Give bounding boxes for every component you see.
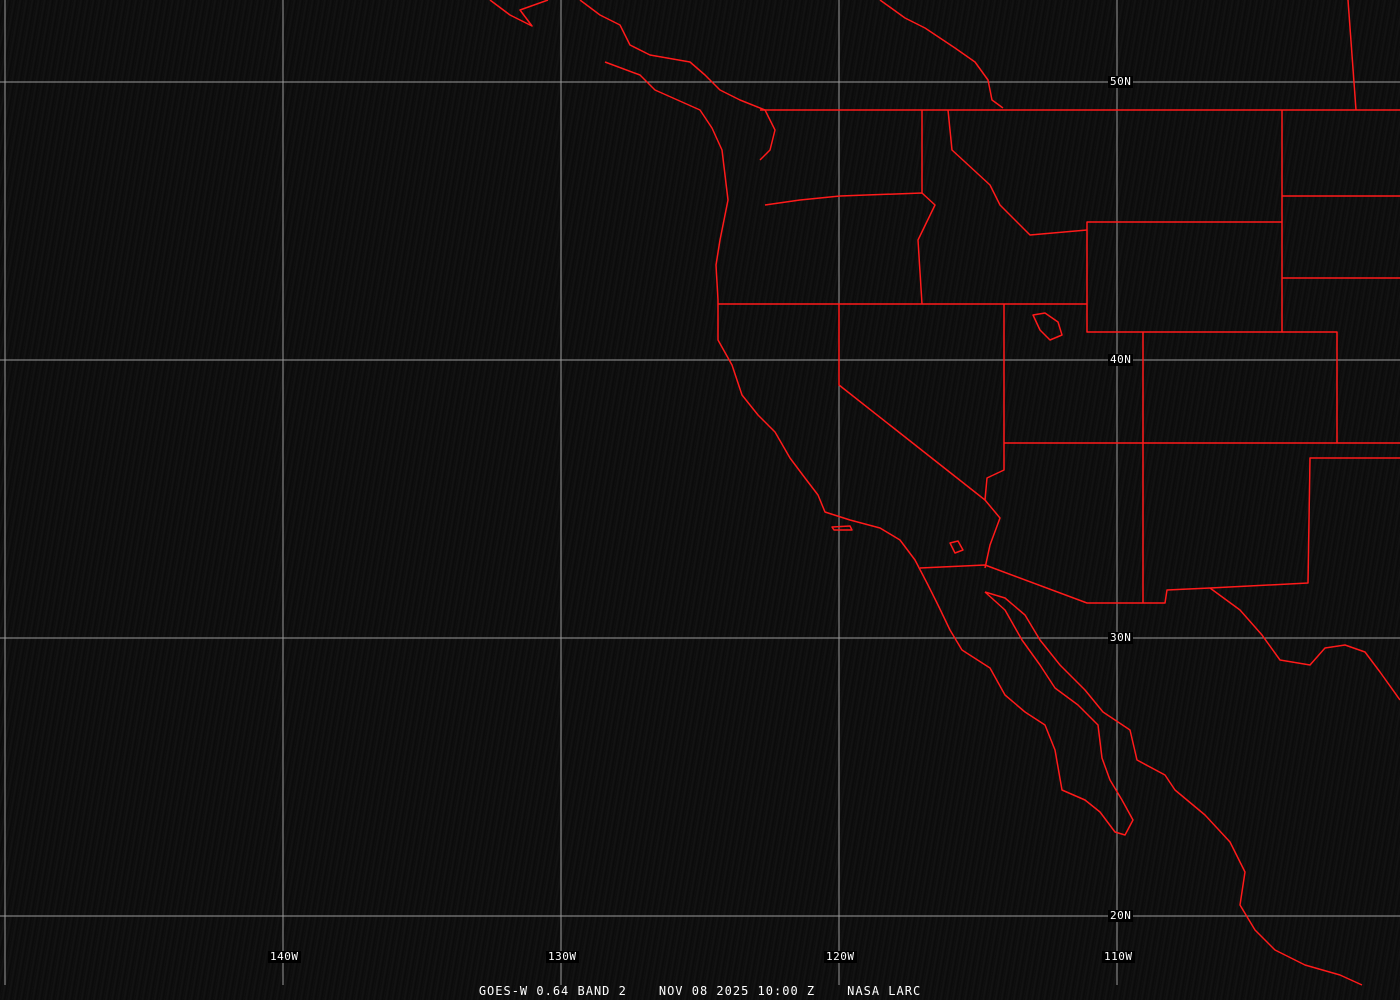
lat-label-50n: 50N xyxy=(1108,75,1134,88)
lon-label-110w: 110W xyxy=(1102,950,1135,963)
border-id-mt xyxy=(947,109,1088,236)
coastline-british-columbia xyxy=(489,0,549,27)
coastline-vancouver-island xyxy=(579,0,776,161)
salton-sea xyxy=(949,540,964,554)
coastline-canada-north xyxy=(879,0,1004,109)
lat-label-40n: 40N xyxy=(1108,353,1134,366)
border-ca-or-nv xyxy=(838,304,986,501)
image-caption: GOES-W 0.64 BAND 2 NOV 08 2025 10:00 Z NAS… xyxy=(0,984,1400,998)
border-east-canada xyxy=(1347,0,1357,111)
border-nv-ut xyxy=(984,304,1005,569)
lat-label-20n: 20N xyxy=(1108,909,1134,922)
coastline-gulf-of-mexico xyxy=(1209,587,1400,701)
salt-lake xyxy=(1032,312,1063,341)
lon-label-130w: 130W xyxy=(546,950,579,963)
border-wa-or-id xyxy=(764,192,936,305)
lon-label-120w: 120W xyxy=(824,950,857,963)
lat-label-30n: 30N xyxy=(1108,631,1134,644)
caption-source: NASA LARC xyxy=(847,984,922,998)
lon-label-140w: 140W xyxy=(268,950,301,963)
border-us-mexico xyxy=(919,457,1400,604)
border-wyoming xyxy=(1086,221,1283,333)
caption-satellite: GOES-W 0.64 BAND 2 xyxy=(478,984,627,998)
border-co-east xyxy=(1282,331,1338,443)
coastline-mexico-mainland xyxy=(984,591,1363,986)
caption-datetime: NOV 08 2025 10:00 Z xyxy=(658,984,816,998)
channel-islands xyxy=(831,525,853,531)
coastline-pacific xyxy=(604,61,1134,836)
